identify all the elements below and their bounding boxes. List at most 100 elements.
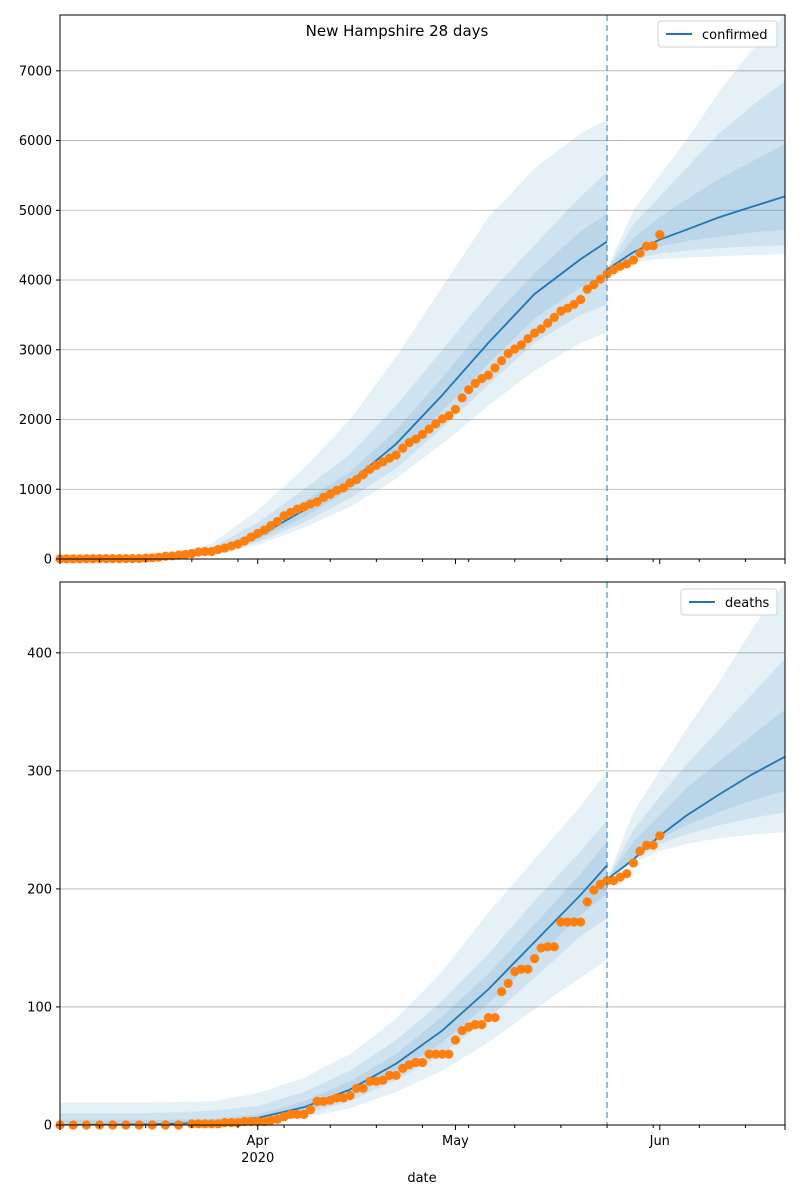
observed-point <box>272 516 283 526</box>
deaths-legend-box <box>680 588 778 616</box>
observed-point <box>332 1093 342 1103</box>
y-tick-label: 2000 <box>19 413 52 428</box>
observed-point <box>628 858 639 868</box>
observed-point <box>483 1012 494 1023</box>
observed-point <box>641 840 652 850</box>
observed-point <box>351 1083 362 1094</box>
y-tick-label: 0 <box>44 1119 52 1134</box>
observed-point <box>641 241 652 251</box>
observed-point <box>569 917 579 927</box>
observed-point <box>398 443 408 453</box>
uncertainty-band <box>60 770 608 1125</box>
observed-point <box>569 299 579 309</box>
y-tick-label: 5000 <box>19 204 52 219</box>
chart-title: New Hampshire 28 days <box>306 22 489 40</box>
observed-point <box>193 1119 204 1129</box>
observed-point <box>312 1096 322 1106</box>
uncertainty-band <box>607 15 785 270</box>
observed-point <box>648 241 658 251</box>
confirmed-x-ticks <box>59 559 786 564</box>
uncertainty-band <box>607 81 785 270</box>
observed-point <box>549 312 559 323</box>
observed-point <box>391 450 401 460</box>
y-tick-label: 0 <box>44 553 52 568</box>
observed-point <box>417 429 428 439</box>
observed-point <box>431 1049 441 1059</box>
y-tick-label: 3000 <box>19 343 52 358</box>
observed-point <box>477 1020 487 1030</box>
observed-point <box>437 1049 447 1059</box>
observed-point <box>496 987 507 997</box>
observed-point <box>193 547 204 557</box>
observed-point <box>384 1070 395 1081</box>
observed-point <box>464 384 474 395</box>
observed-point <box>523 964 533 974</box>
observed-point <box>556 917 566 927</box>
observed-point <box>286 1109 296 1119</box>
confirmed-legend: confirmed <box>657 20 778 48</box>
observed-point <box>503 348 513 359</box>
observed-point <box>655 831 665 841</box>
observed-point <box>576 917 586 927</box>
observed-point <box>523 334 533 344</box>
observed-point <box>345 1090 355 1101</box>
observed-point <box>200 1119 210 1129</box>
x-tick-label: Jun <box>649 1134 670 1149</box>
observed-point <box>589 279 599 290</box>
y-tick-label: 4000 <box>19 274 52 289</box>
uncertainty-band <box>607 709 785 880</box>
observed-point <box>147 553 157 563</box>
observed-point <box>496 356 507 366</box>
uncertainty-band <box>60 119 608 559</box>
observed-point <box>358 1083 368 1094</box>
observed-point <box>444 1049 454 1059</box>
uncertainty-band <box>607 582 785 880</box>
observed-point <box>200 546 210 557</box>
observed-point <box>543 318 553 328</box>
deaths-legend-label: deaths <box>725 596 770 611</box>
observed-point <box>549 942 559 952</box>
observed-point <box>206 1119 217 1129</box>
observed-point <box>351 474 362 485</box>
observed-point <box>141 553 151 563</box>
y-tick-label: 300 <box>27 764 52 779</box>
observed-point <box>246 1116 256 1127</box>
observed-point <box>635 846 645 856</box>
observed-point <box>628 255 639 265</box>
observed-point <box>562 917 573 927</box>
observed-point <box>483 370 494 380</box>
x-axis-label: date <box>407 1171 436 1186</box>
observed-point <box>602 269 612 279</box>
confirmed-legend-label: confirmed <box>702 28 768 43</box>
observed-point <box>589 885 599 895</box>
observed-point <box>529 328 540 338</box>
deaths-legend: deaths <box>680 588 778 616</box>
observed-point <box>424 424 434 434</box>
observed-point <box>470 378 480 388</box>
uncertainty-band <box>60 820 608 1125</box>
observed-point <box>358 469 368 480</box>
observed-point <box>266 520 276 531</box>
observed-point <box>312 497 322 507</box>
observed-point <box>576 294 586 305</box>
uncertainty-band <box>60 841 608 1125</box>
confirmed-legend-box <box>657 20 778 48</box>
confirmed-panel: 0 1000 2000 3000 4000 5000 6000 7000 New Hampsh… <box>19 14 786 568</box>
deaths-uncertainty-bands <box>60 582 785 1125</box>
y-tick-label: 6000 <box>19 134 52 149</box>
observed-point <box>543 942 553 952</box>
observed-point <box>378 1075 388 1085</box>
observed-point <box>655 230 665 240</box>
observed-point <box>470 1020 480 1030</box>
observed-point <box>411 434 421 444</box>
observed-point <box>490 363 500 373</box>
observed-point <box>444 411 454 421</box>
observed-point <box>635 248 645 258</box>
observed-point <box>516 340 526 350</box>
observed-point <box>490 1012 500 1023</box>
observed-point <box>529 953 540 964</box>
y-tick-label: 1000 <box>19 483 52 498</box>
uncertainty-band <box>607 144 785 270</box>
